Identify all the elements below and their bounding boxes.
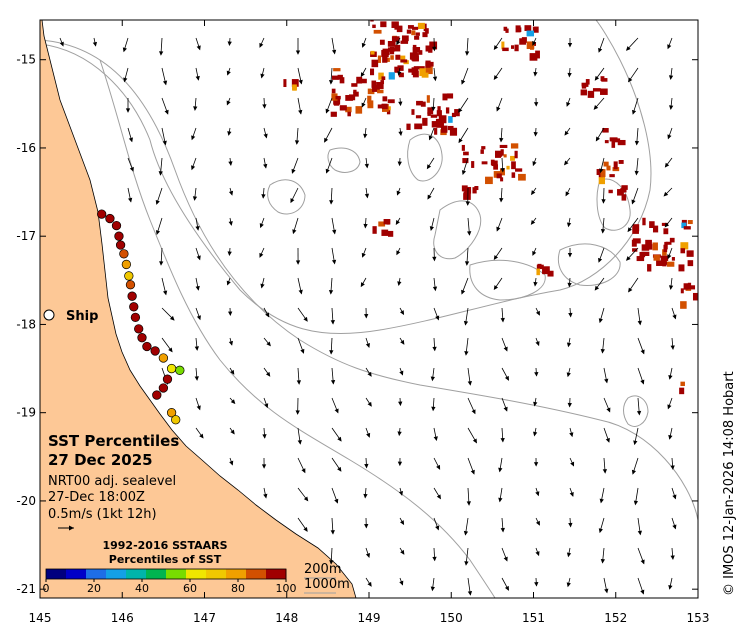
ship-track-point: [97, 209, 107, 219]
ship-track-point: [137, 333, 147, 343]
colorbar-tick-label: 100: [276, 582, 297, 595]
lon-tick-label: 151: [522, 611, 545, 625]
contour-1000m: [40, 39, 698, 521]
lon-tick-label: 149: [358, 611, 381, 625]
reef-6: [267, 179, 306, 215]
ship-track-point: [152, 390, 162, 400]
ship-track-point: [105, 213, 115, 224]
ship-track-point: [130, 312, 141, 323]
colorbar-ticks: 0 20 40 60 80 100: [43, 579, 297, 595]
ship-track-point: [158, 383, 169, 393]
ship-track-point: [111, 220, 122, 231]
time-label: 27-Dec 18:00Z: [48, 490, 145, 505]
ship-track-point: [115, 240, 126, 250]
colorbar-tick-label: 0: [43, 582, 50, 595]
colorbar-tick-label: 40: [135, 582, 149, 595]
lon-tick-label: 153: [687, 611, 710, 625]
colorbar-swatch: [206, 569, 227, 579]
ship-track-point: [162, 374, 173, 384]
ship-track-point: [129, 302, 139, 312]
colorbar-title-1: 1992-2016 SSTAARS: [102, 539, 227, 552]
ship-track-point: [166, 408, 177, 418]
map-title: SST Percentiles: [48, 432, 179, 450]
current-vectors: [59, 37, 677, 596]
ship-track-point: [114, 231, 124, 241]
bathymetry-contours: [40, 20, 698, 598]
colorbar-title-2: Percentiles of SST: [109, 553, 222, 566]
lat-tick-label: -16: [16, 141, 36, 155]
map-date: 27 Dec 2025: [48, 451, 153, 469]
lon-tick-label: 148: [275, 611, 298, 625]
ship-legend-marker: [43, 309, 55, 321]
colorbar: [45, 568, 287, 580]
colorbar-swatch: [106, 569, 127, 579]
colorbar-swatch: [146, 569, 167, 579]
ship-track-point: [175, 365, 185, 375]
ship-label: Ship: [66, 309, 98, 324]
ship-track-point: [134, 324, 144, 334]
colorbar-swatch: [266, 569, 287, 579]
reef-7: [623, 395, 649, 427]
lat-tick-label: -15: [16, 53, 36, 67]
colorbar-swatch: [126, 569, 147, 579]
colorbar-swatch: [166, 569, 187, 579]
ship-track-point: [166, 363, 177, 374]
colorbar-swatch: [186, 569, 207, 579]
reef-3: [469, 259, 546, 301]
lat-tick-label: -21: [16, 582, 36, 596]
colorbar-tick-label: 80: [231, 582, 245, 595]
ship-track-point: [150, 346, 160, 356]
reef-5: [596, 178, 631, 231]
contour-200m-label: 200m: [304, 562, 341, 577]
lat-tick-label: -20: [16, 494, 36, 508]
contour-1000m-label: 1000m: [304, 577, 350, 592]
ship-track: [97, 209, 185, 425]
dataset-label: NRT00 adj. sealevel: [48, 474, 176, 489]
ship-track-point: [119, 249, 129, 259]
ship-track-point: [125, 280, 136, 290]
lat-tick-label: -19: [16, 406, 36, 420]
credit-text: © IMOS 12-Jan-2026 14:08 Hobart: [722, 371, 737, 596]
ship-track-point: [127, 291, 137, 301]
lat-tick-label: -17: [16, 229, 36, 243]
reef-4: [557, 243, 621, 287]
lon-tick-label: 152: [604, 611, 627, 625]
lon-tick-label: 146: [111, 611, 134, 625]
reef-8: [327, 147, 361, 173]
lon-tick-label: 145: [29, 611, 52, 625]
ship-track-point: [158, 353, 169, 363]
colorbar-swatch: [46, 569, 67, 579]
colorbar-tick-label: 20: [87, 582, 101, 595]
land-queensland: [40, 20, 357, 598]
ship-track-point: [121, 259, 132, 270]
shelf-edge: [99, 59, 496, 598]
lat-tick-label: -18: [16, 317, 36, 331]
lon-tick-label: 150: [440, 611, 463, 625]
contour-200m: [40, 20, 652, 335]
ship-track-point: [142, 341, 152, 352]
vector-scale-label: 0.5m/s (1kt 12h): [48, 507, 157, 522]
colorbar-tick-label: 60: [183, 582, 197, 595]
ship-track-point: [124, 271, 134, 281]
lon-tick-label: 147: [193, 611, 216, 625]
colorbar-swatch: [226, 569, 247, 579]
colorbar-swatch: [66, 569, 87, 579]
colorbar-swatch: [86, 569, 107, 579]
colorbar-swatch: [246, 569, 267, 579]
vector-scale-arrow: [58, 525, 74, 531]
latitude-axis: -15 -16 -17 -18 -19 -20 -21: [16, 53, 698, 596]
ship-track-point: [171, 415, 181, 425]
longitude-axis: 145 146 147 148 149 150 151 152 153: [29, 20, 710, 625]
